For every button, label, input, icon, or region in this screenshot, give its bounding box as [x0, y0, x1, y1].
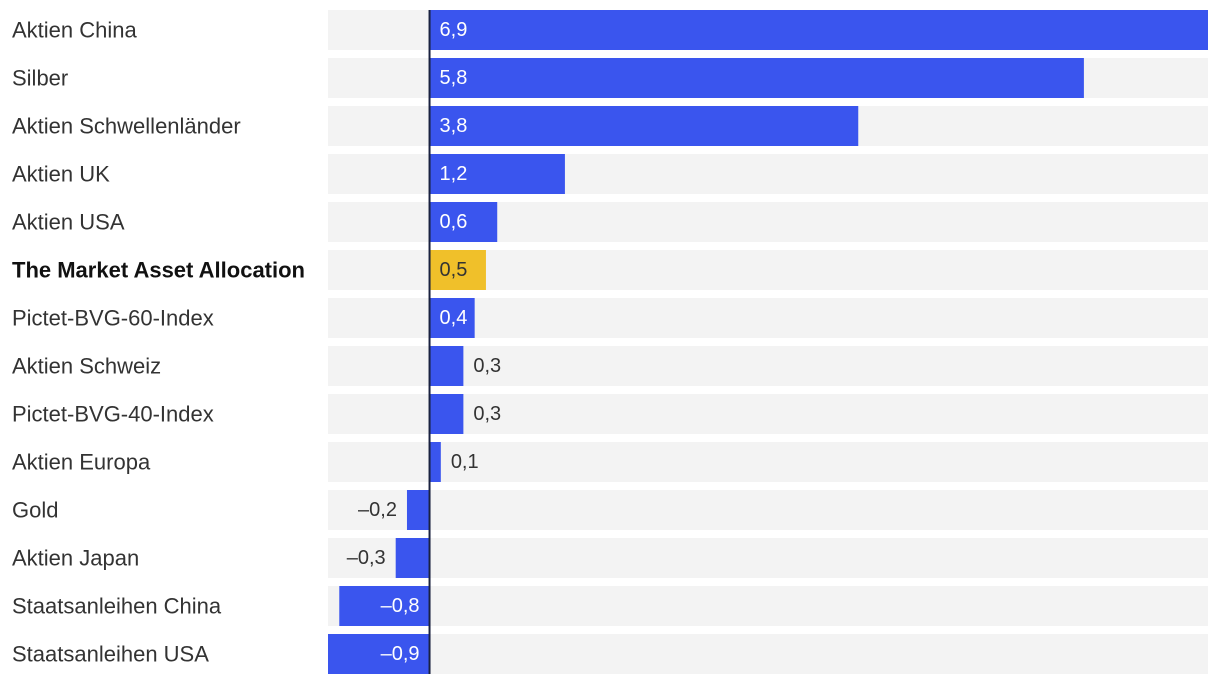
- bar-track-aktien-europa: [328, 442, 1208, 482]
- bar-staatsanleihen-usa: [328, 634, 430, 674]
- value-label-pictet-bvg-60-index: 0,4: [440, 307, 468, 329]
- category-label-staatsanleihen-china: Staatsanleihen China: [12, 594, 222, 619]
- value-label-silber: 5,8: [440, 67, 468, 89]
- bar-aktien-europa: [429, 442, 441, 482]
- category-label-aktien-japan: Aktien Japan: [12, 546, 139, 571]
- bar-pictet-bvg-60-index: [429, 298, 475, 338]
- category-label-staatsanleihen-usa: Staatsanleihen USA: [12, 642, 209, 667]
- bar-aktien-schweiz: [429, 346, 464, 386]
- value-label-staatsanleihen-usa: –0,9: [381, 643, 420, 665]
- value-label-pictet-bvg-40-index: 0,3: [473, 403, 501, 425]
- category-label-aktien-schwellenl-nder: Aktien Schwellenländer: [12, 114, 241, 139]
- bar-track-aktien-schweiz: [328, 346, 1208, 386]
- category-label-aktien-schweiz: Aktien Schweiz: [12, 354, 161, 379]
- bar-track-staatsanleihen-usa: [328, 634, 1208, 674]
- value-label-aktien-schweiz: 0,3: [473, 355, 501, 377]
- value-label-the-market-asset-allocation: 0,5: [440, 259, 468, 281]
- bar-aktien-schwellenl-nder: [429, 106, 859, 146]
- value-label-aktien-uk: 1,2: [440, 163, 468, 185]
- bar-track-aktien-japan: [328, 538, 1208, 578]
- value-label-aktien-usa: 0,6: [440, 211, 468, 233]
- category-label-silber: Silber: [12, 66, 68, 91]
- category-label-aktien-china: Aktien China: [12, 18, 138, 43]
- bar-gold: [406, 490, 430, 530]
- value-label-aktien-japan: –0,3: [347, 547, 386, 569]
- bar-aktien-japan: [395, 538, 430, 578]
- value-label-aktien-schwellenl-nder: 3,8: [440, 115, 468, 137]
- bar-pictet-bvg-40-index: [429, 394, 464, 434]
- bar-track-pictet-bvg-40-index: [328, 394, 1208, 434]
- bar-track-staatsanleihen-china: [328, 586, 1208, 626]
- category-label-pictet-bvg-60-index: Pictet-BVG-60-Index: [12, 306, 214, 331]
- value-label-staatsanleihen-china: –0,8: [381, 595, 420, 617]
- bar-aktien-usa: [429, 202, 498, 242]
- bar-staatsanleihen-china: [339, 586, 430, 626]
- category-label-aktien-europa: Aktien Europa: [12, 450, 151, 475]
- bar-silber: [429, 58, 1084, 98]
- bar-aktien-china: [429, 10, 1208, 50]
- category-label-gold: Gold: [12, 498, 58, 523]
- bar-the-market-asset-allocation: [429, 250, 486, 290]
- category-label-pictet-bvg-40-index: Pictet-BVG-40-Index: [12, 402, 214, 427]
- value-label-aktien-europa: 0,1: [451, 451, 479, 473]
- category-label-the-market-asset-allocation: The Market Asset Allocation: [12, 258, 305, 283]
- value-label-aktien-china: 6,9: [440, 19, 468, 41]
- category-label-aktien-usa: Aktien USA: [12, 210, 125, 235]
- bar-track-gold: [328, 490, 1208, 530]
- bar-aktien-uk: [429, 154, 565, 194]
- value-label-gold: –0,2: [358, 499, 397, 521]
- category-label-aktien-uk: Aktien UK: [12, 162, 110, 187]
